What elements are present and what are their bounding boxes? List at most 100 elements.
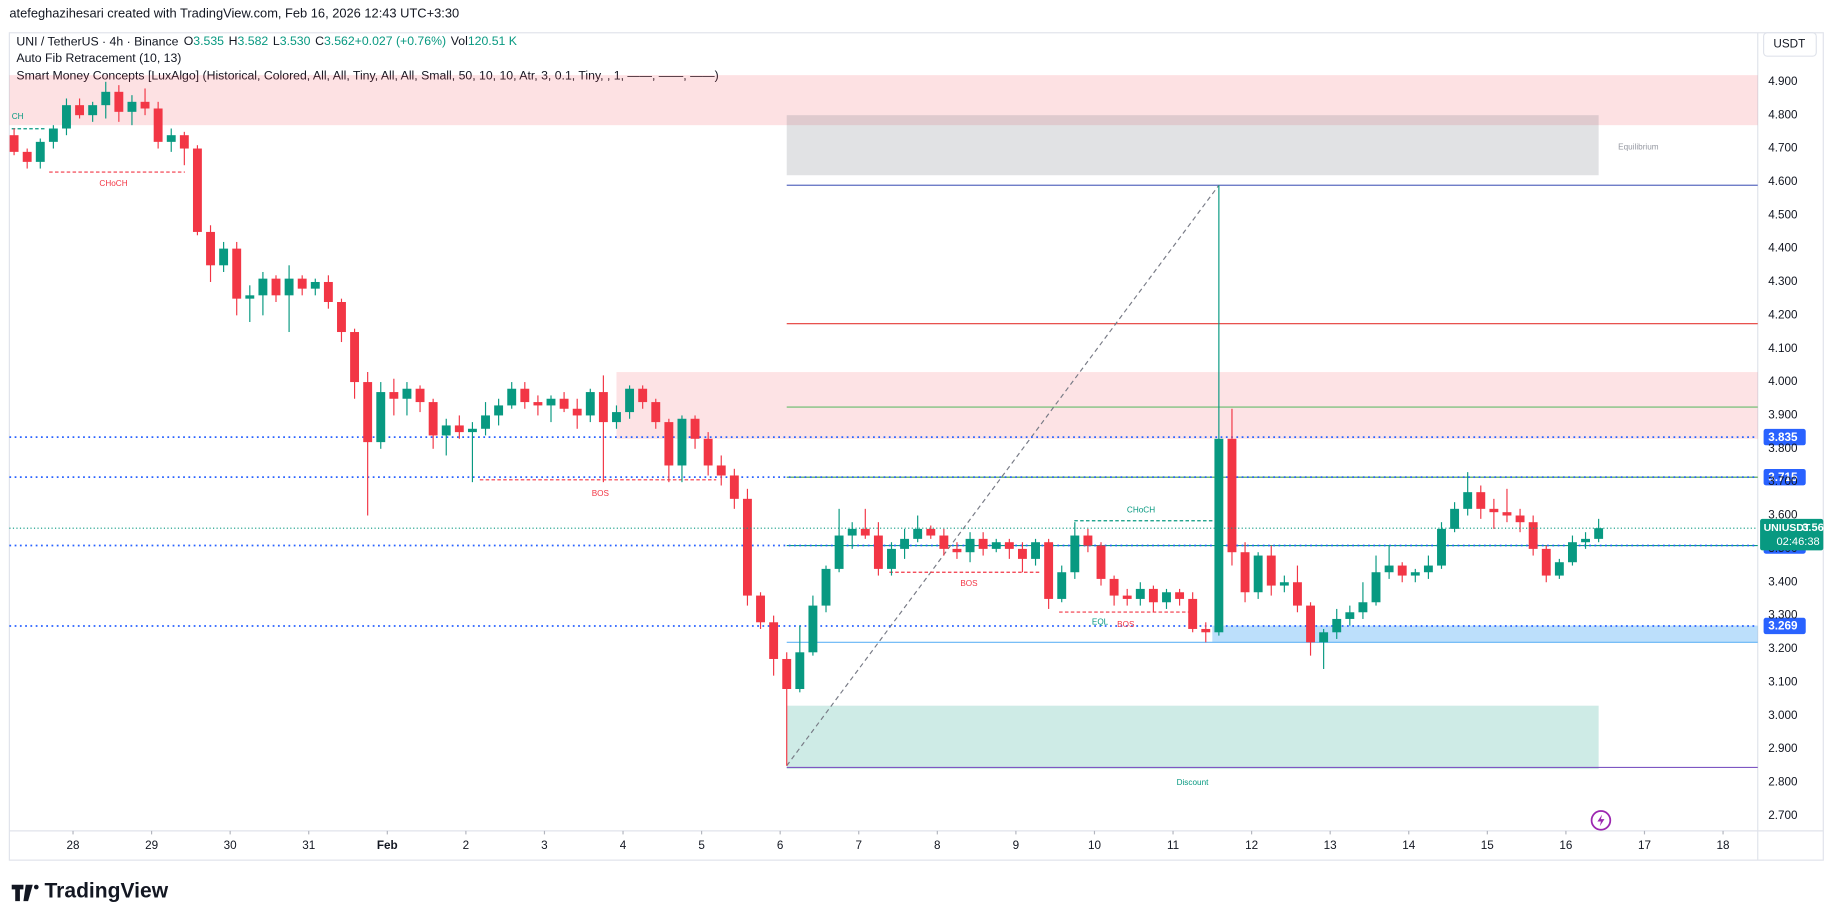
legend-key: L bbox=[273, 34, 280, 48]
candle-body bbox=[1253, 555, 1263, 593]
y-tick-label: 4.700 bbox=[1768, 142, 1798, 155]
candle-body bbox=[192, 148, 202, 232]
credit: atefeghazihesari created with TradingVie… bbox=[9, 5, 459, 20]
legend-value: 3.535 bbox=[193, 34, 224, 48]
candle-body bbox=[9, 135, 19, 152]
candle-body bbox=[1148, 588, 1158, 603]
x-tick-label: 17 bbox=[1638, 839, 1651, 852]
candle-body bbox=[1410, 572, 1420, 576]
legend-value: 120.51 K bbox=[468, 34, 518, 48]
candle-body bbox=[625, 388, 635, 413]
y-tick-label: 3.200 bbox=[1768, 642, 1798, 655]
candle-body bbox=[939, 535, 949, 549]
candle-body bbox=[166, 135, 176, 142]
candle-body bbox=[585, 392, 595, 416]
x-tick-label: 13 bbox=[1324, 839, 1337, 852]
level-badge bbox=[1763, 468, 1806, 486]
chart-frame bbox=[8, 32, 1824, 861]
symbol: UNI / TetherUS · 4h · Binance bbox=[16, 34, 178, 48]
candle-body bbox=[428, 402, 438, 436]
annotation: CHoCH bbox=[99, 179, 127, 188]
candle-body bbox=[926, 528, 936, 536]
x-tick-label: 28 bbox=[67, 839, 80, 852]
candle-body bbox=[1044, 542, 1054, 599]
candle-body bbox=[1594, 528, 1604, 539]
candle-body bbox=[559, 398, 569, 409]
annotation: BOS bbox=[960, 579, 978, 588]
y-tick-label: 3.100 bbox=[1768, 675, 1798, 688]
candle-body bbox=[1450, 508, 1460, 529]
candle-body bbox=[114, 91, 124, 112]
alert-icon[interactable] bbox=[1590, 810, 1612, 831]
candle-body bbox=[389, 392, 399, 399]
candle-body bbox=[520, 388, 530, 403]
annotation: CH bbox=[12, 112, 24, 121]
candle-body bbox=[782, 658, 792, 689]
candle-body bbox=[572, 408, 582, 416]
candle-body bbox=[1031, 542, 1040, 559]
candle-body bbox=[101, 91, 111, 106]
candle-body bbox=[1502, 512, 1512, 516]
candle-body bbox=[467, 428, 477, 433]
current-name: UNIUSDT bbox=[1764, 522, 1811, 534]
candle-body bbox=[1423, 565, 1433, 573]
y-tick-label: 4.600 bbox=[1768, 175, 1798, 188]
annotation: CHoCH bbox=[1127, 505, 1155, 514]
candle-body bbox=[271, 278, 281, 296]
candle-body bbox=[127, 101, 137, 112]
candle-body bbox=[873, 535, 883, 569]
zone bbox=[1212, 625, 1758, 643]
x-tick-label: 29 bbox=[145, 839, 158, 852]
x-tick-label: 5 bbox=[698, 839, 705, 852]
candle-body bbox=[834, 535, 844, 569]
y-tick-label: 4.900 bbox=[1768, 75, 1798, 88]
candle-body bbox=[821, 568, 831, 606]
currency-button[interactable] bbox=[1763, 32, 1817, 57]
candle-body bbox=[1319, 632, 1329, 643]
candle-body bbox=[140, 101, 150, 109]
y-tick-label: 3.400 bbox=[1768, 575, 1798, 588]
level-label: 3.715 bbox=[1768, 471, 1798, 484]
candle-body bbox=[1175, 592, 1185, 599]
candle-body bbox=[795, 652, 805, 689]
indicator: Smart Money Concepts [LuxAlgo] (Historic… bbox=[16, 68, 718, 82]
logo-mark bbox=[11, 884, 33, 902]
y-tick-label: 3.700 bbox=[1768, 475, 1798, 488]
candle-body bbox=[22, 151, 32, 162]
candle-body bbox=[75, 105, 85, 116]
candle-body bbox=[376, 392, 386, 443]
candle-body bbox=[1463, 492, 1473, 509]
candle-body bbox=[952, 548, 962, 553]
candle-body bbox=[1096, 545, 1106, 579]
x-tick-label: 30 bbox=[224, 839, 238, 852]
candle-body bbox=[219, 248, 229, 266]
candle-body bbox=[297, 278, 307, 289]
candle-body bbox=[323, 281, 333, 302]
candle-body bbox=[1384, 565, 1394, 573]
zone bbox=[786, 705, 1599, 770]
candle-body bbox=[179, 135, 189, 149]
legend-key: H bbox=[229, 34, 238, 48]
candle-body bbox=[1135, 588, 1145, 599]
candle-body bbox=[677, 418, 687, 466]
candle-body bbox=[860, 528, 870, 536]
candle-body bbox=[1109, 578, 1119, 596]
candle-body bbox=[769, 622, 779, 659]
candle-body bbox=[507, 388, 517, 406]
y-tick-label: 2.800 bbox=[1768, 776, 1798, 789]
candle-body bbox=[1371, 572, 1381, 603]
candle-body bbox=[1227, 438, 1237, 553]
candle-body bbox=[913, 528, 923, 539]
candle-body bbox=[1162, 592, 1171, 603]
x-tick-label: 18 bbox=[1717, 839, 1730, 852]
candle-body bbox=[533, 402, 543, 406]
candle-body bbox=[1083, 535, 1093, 546]
candle-body bbox=[481, 415, 490, 429]
currency[interactable]: USDT bbox=[1773, 38, 1805, 51]
y-tick-label: 3.000 bbox=[1768, 709, 1798, 722]
candle-body bbox=[153, 108, 163, 142]
candle-body bbox=[1397, 565, 1407, 576]
x-tick-label: 15 bbox=[1481, 839, 1495, 852]
legend-value: +0.027 (+0.76%) bbox=[355, 34, 446, 48]
